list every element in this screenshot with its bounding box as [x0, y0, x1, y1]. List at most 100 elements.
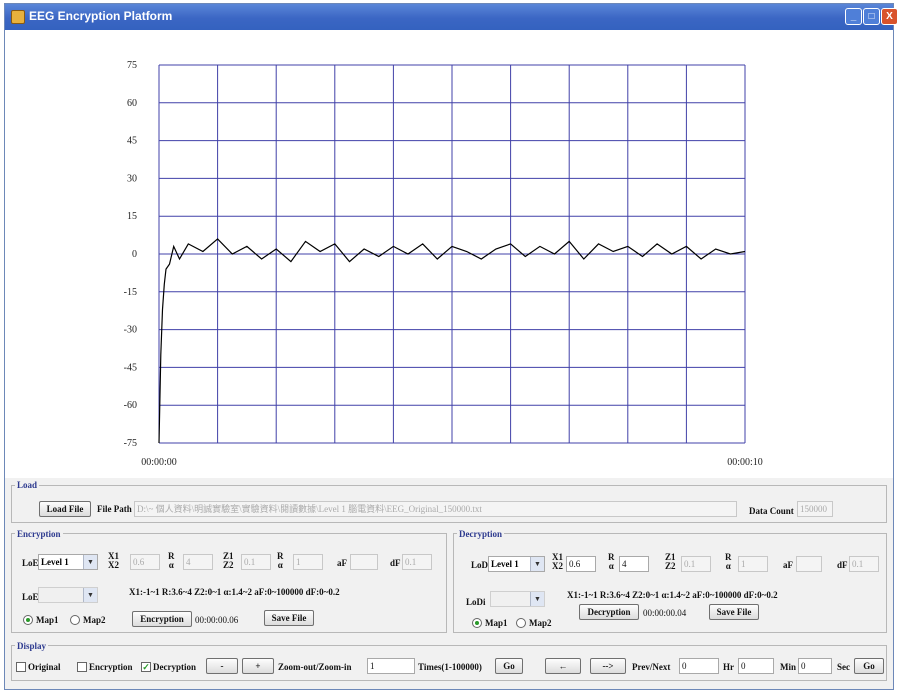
enc-r2-alpha-input[interactable]: 1: [293, 554, 323, 570]
enc-af-input[interactable]: [350, 554, 378, 570]
zoom-label: Zoom-out/Zoom-in: [278, 662, 352, 672]
y-tick-label: -15: [124, 287, 137, 298]
enc-ranges-text: X1:-1~1 R:3.6~4 Z2:0~1 α:1.4~2 aF:0~1000…: [129, 587, 340, 597]
times-label: Times(1-100000): [418, 662, 482, 672]
app-window: EEG Encryption Platform _ □ X 75 60 45 30 15…: [4, 3, 898, 690]
dec-map1-radio[interactable]: [472, 618, 482, 628]
data-count-label: Data Count: [749, 506, 794, 516]
x-tick-label: 00:00:00: [141, 457, 177, 468]
go-button[interactable]: Go: [495, 658, 523, 674]
y-tick-label: -30: [124, 325, 137, 336]
y-tick-label: 75: [127, 60, 137, 71]
loei-select[interactable]: ▼: [38, 587, 98, 603]
decryption-group-label: Decryption: [457, 529, 504, 539]
enc-df-label: dF: [390, 558, 401, 568]
y-tick-label: 30: [127, 173, 137, 184]
min-input[interactable]: 0: [738, 658, 774, 674]
z1z2-label: Z1 Z2: [223, 551, 234, 570]
file-path-field[interactable]: D:\~ 個人資料\明誠實驗室\實驗資料\閱讀數據\Level 1 腦電資料\E…: [134, 501, 737, 517]
chevron-down-icon[interactable]: ▼: [83, 555, 97, 569]
go-time-button[interactable]: Go: [854, 658, 884, 674]
decryption-checkbox[interactable]: ✓: [141, 662, 151, 672]
encryption-group: [11, 533, 447, 633]
lod-level-value: Level 1: [491, 559, 519, 569]
y-tick-label: 45: [127, 136, 137, 147]
sec-label: Sec: [837, 662, 850, 672]
decryption-group: [453, 533, 887, 633]
enc-r-alpha-input[interactable]: 4: [183, 554, 213, 570]
dec-map1-label: Map1: [485, 618, 508, 628]
dec-af-label: aF: [783, 560, 793, 570]
dec-map2-radio[interactable]: [516, 618, 526, 628]
zoom-out-button[interactable]: -: [206, 658, 238, 674]
window-title: EEG Encryption Platform: [29, 9, 173, 23]
enc-z1z2-input[interactable]: 0.1: [241, 554, 271, 570]
sec-input[interactable]: 0: [798, 658, 832, 674]
dec-r-alpha-input[interactable]: 4: [619, 556, 649, 572]
app-icon: [11, 10, 25, 24]
loe-level-select[interactable]: Level 1 ▼: [38, 554, 98, 570]
dec-df-label: dF: [837, 560, 848, 570]
eeg-signal-line: [158, 238, 746, 444]
y-tick-label: -45: [124, 362, 137, 373]
y-tick-label: 0: [132, 249, 137, 260]
enc-map2-label: Map2: [83, 615, 106, 625]
dec-z1z2-label: Z1 Z2: [665, 552, 676, 571]
original-checkbox[interactable]: [16, 662, 26, 672]
encryption-checkbox-label: Encryption: [89, 662, 133, 672]
load-file-button[interactable]: Load File: [39, 501, 91, 517]
y-tick-label: -75: [124, 438, 137, 449]
prevnext-label: Prev/Next: [632, 662, 671, 672]
enc-map1-radio[interactable]: [23, 615, 33, 625]
dec-x1x2-input[interactable]: 0.6: [566, 556, 596, 572]
zoom-in-button[interactable]: +: [242, 658, 274, 674]
encryption-button[interactable]: Encryption: [132, 611, 192, 627]
data-count-field[interactable]: 150000: [797, 501, 833, 517]
load-group-label: Load: [15, 480, 40, 490]
times-input[interactable]: 1: [367, 658, 415, 674]
lodi-select[interactable]: ▼: [490, 591, 545, 607]
prev-button[interactable]: ←: [545, 658, 581, 674]
encryption-group-label: Encryption: [15, 529, 63, 539]
enc-x1x2-input[interactable]: 0.6: [130, 554, 160, 570]
title-bar[interactable]: EEG Encryption Platform _ □ X: [5, 4, 898, 30]
x-tick-label: 00:00:10: [727, 457, 763, 468]
decryption-button[interactable]: Decryption: [579, 604, 639, 620]
maximize-button[interactable]: □: [863, 8, 880, 25]
file-path-label: File Path: [97, 504, 132, 514]
y-tick-label: -60: [124, 400, 137, 411]
enc-map2-radio[interactable]: [70, 615, 80, 625]
dec-z1z2-input[interactable]: 0.1: [681, 556, 711, 572]
dec-map2-label: Map2: [529, 618, 552, 628]
y-tick-label: 60: [127, 98, 137, 109]
loei-label: LoEi: [22, 592, 42, 602]
minimize-button[interactable]: _: [845, 8, 862, 25]
eeg-line-chart: 75 60 45 30 15 0 -15 -30 -45 -60 -75 00:00:00 00:00:…: [124, 60, 763, 468]
close-button[interactable]: X: [881, 8, 898, 25]
enc-df-input[interactable]: 0.1: [402, 554, 432, 570]
lodi-label: LoDi: [466, 597, 486, 607]
dec-r2-alpha-input[interactable]: 1: [738, 556, 768, 572]
chevron-down-icon[interactable]: ▼: [530, 557, 544, 571]
enc-save-file-button[interactable]: Save File: [264, 610, 314, 626]
original-label: Original: [28, 662, 61, 672]
decryption-checkbox-label: Decryption: [153, 662, 196, 672]
dec-x1x2-label: X1 X2: [552, 552, 563, 571]
eeg-chart-area: 75 60 45 30 15 0 -15 -30 -45 -60 -75 00:00:00 00:00:…: [5, 30, 893, 478]
dec-df-input[interactable]: 0.1: [849, 556, 879, 572]
dec-save-file-button[interactable]: Save File: [709, 604, 759, 620]
display-group-label: Display: [15, 641, 49, 651]
next-button[interactable]: -->: [590, 658, 626, 674]
x1x2-label: X1 X2: [108, 551, 119, 570]
chevron-down-icon[interactable]: ▼: [530, 592, 544, 606]
encryption-checkbox[interactable]: [77, 662, 87, 672]
chevron-down-icon[interactable]: ▼: [83, 588, 97, 602]
lod-level-select[interactable]: Level 1 ▼: [488, 556, 545, 572]
hr-input[interactable]: 0: [679, 658, 719, 674]
display-group: [11, 645, 887, 681]
lod-label: LoD: [471, 560, 489, 570]
dec-af-input[interactable]: [796, 556, 822, 572]
